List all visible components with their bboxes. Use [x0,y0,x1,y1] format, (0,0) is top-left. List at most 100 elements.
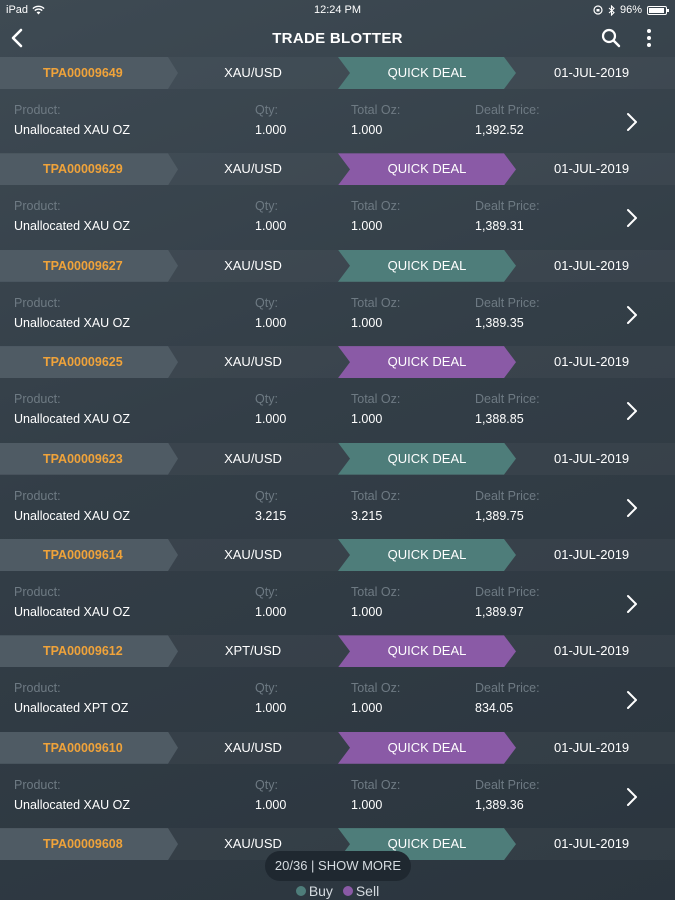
qty-label: Qty: [255,777,278,792]
chevron-right-icon[interactable] [624,593,640,615]
trade-detail-row[interactable]: Product: Unallocated XAU OZ Qty: 1.000 T… [0,89,675,153]
qty-field: Qty: 1.000 [255,296,286,330]
trade-id: TPA00009627 [0,249,178,282]
trade-header: TPA00009625 XAU/USD QUICK DEAL 01-JUL-20… [0,346,675,379]
currency-pair: XPT/USD [224,643,282,659]
trade-detail-row[interactable]: Product: Unallocated XAU OZ Qty: 3.215 T… [0,475,675,539]
more-vertical-icon[interactable] [640,27,658,49]
trade-header: TPA00009627 XAU/USD QUICK DEAL 01-JUL-20… [0,249,675,282]
chevron-right-icon[interactable] [624,689,640,711]
trade-card: TPA00009608 XAU/USD QUICK DEAL 01-JUL-20… [0,828,675,861]
trade-detail-row[interactable]: Product: Unallocated XAU OZ Qty: 1.000 T… [0,764,675,828]
product-field: Product: Unallocated XAU OZ [14,392,130,426]
trade-detail-row[interactable]: Product: Unallocated XAU OZ Qty: 1.000 T… [0,571,675,635]
wifi-icon [32,5,45,15]
total-oz-value: 3.215 [351,508,383,523]
chevron-right-icon[interactable] [624,304,640,326]
orientation-lock-icon [593,5,603,15]
trade-date: 01-JUL-2019 [554,546,630,562]
dealt-price-value: 1,392.52 [475,123,524,137]
show-more-button[interactable]: 20/36 | SHOW MORE [265,851,411,881]
total-oz-value: 1.000 [351,123,383,137]
trade-card: TPA00009612 XPT/USD QUICK DEAL 01-JUL-20… [0,635,675,731]
trade-detail-row[interactable]: Product: Unallocated XAU OZ Qty: 1.000 T… [0,282,675,346]
dealt-price-label: Dealt Price: [475,777,540,792]
product-value: Unallocated XAU OZ [14,412,131,427]
product-label: Product: [14,777,61,792]
total-oz-value: 1.000 [351,412,383,427]
bluetooth-icon [608,4,615,16]
trade-card: TPA00009649 XAU/USD QUICK DEAL 01-JUL-20… [0,57,675,153]
total-oz-label: Total Oz: [351,199,401,214]
chevron-right-icon[interactable] [624,400,640,422]
total-oz-field: Total Oz: 1.000 [351,199,400,233]
total-oz-value: 1.000 [351,797,383,812]
trade-date: 01-JUL-2019 [554,257,630,273]
battery-percent: 96% [619,4,642,16]
dealt-price-value: 1,389.75 [475,508,524,523]
currency-pair: XAU/USD [224,161,282,177]
deal-type-badge: QUICK DEAL [338,346,516,379]
qty-value: 1.000 [255,315,287,330]
trade-date: 01-JUL-2019 [554,65,630,80]
trade-detail-row[interactable]: Product: Unallocated XAU OZ Qty: 1.000 T… [0,185,675,249]
product-label: Product: [14,103,61,117]
trade-id: TPA00009625 [0,346,178,379]
product-label: Product: [14,199,61,214]
deal-type-badge: QUICK DEAL [338,635,516,668]
currency-pair: XAU/USD [224,836,282,852]
deal-type-badge: QUICK DEAL [338,538,516,571]
trade-card: TPA00009623 XAU/USD QUICK DEAL 01-JUL-20… [0,442,675,539]
trade-header: TPA00009649 XAU/USD QUICK DEAL 01-JUL-20… [0,57,675,89]
chevron-right-icon[interactable] [624,111,640,133]
trade-list: TPA00009649 XAU/USD QUICK DEAL 01-JUL-20… [0,57,675,861]
chevron-right-icon[interactable] [624,497,640,519]
deal-type-badge: QUICK DEAL [338,57,516,89]
nav-bar: TRADE BLOTTER [0,20,675,56]
currency-pair: XAU/USD [224,65,282,80]
search-icon[interactable] [600,27,622,49]
qty-value: 1.000 [255,412,287,427]
total-oz-label: Total Oz: [351,488,401,503]
trade-id: TPA00009629 [0,153,178,186]
deal-type-badge: QUICK DEAL [338,731,516,764]
total-oz-value: 1.000 [351,604,383,619]
trade-card: TPA00009625 XAU/USD QUICK DEAL 01-JUL-20… [0,346,675,442]
currency-pair: XAU/USD [224,739,282,755]
trade-date: 01-JUL-2019 [554,643,630,659]
trade-header: TPA00009629 XAU/USD QUICK DEAL 01-JUL-20… [0,153,675,186]
dealt-price-value: 1,388.85 [475,412,524,427]
trade-card: TPA00009614 XAU/USD QUICK DEAL 01-JUL-20… [0,538,675,635]
dealt-price-value: 1,389.31 [475,219,524,234]
total-oz-field: Total Oz: 3.215 [351,489,400,523]
currency-pair: XAU/USD [224,450,282,466]
trade-id: TPA00009612 [0,635,178,668]
product-label: Product: [14,295,61,310]
qty-label: Qty: [255,681,278,696]
qty-label: Qty: [255,103,278,117]
total-oz-field: Total Oz: 1.000 [351,681,400,715]
chevron-right-icon[interactable] [624,207,640,229]
qty-value: 1.000 [255,701,287,716]
product-value: Unallocated XAU OZ [14,219,131,234]
dealt-price-label: Dealt Price: [475,392,540,407]
trade-detail-row[interactable]: Product: Unallocated XAU OZ Qty: 1.000 T… [0,378,675,442]
trade-id: TPA00009610 [0,731,178,764]
qty-field: Qty: 1.000 [255,103,286,137]
dealt-price-field: Dealt Price: 1,389.97 [475,585,540,619]
trade-detail-row[interactable]: Product: Unallocated XPT OZ Qty: 1.000 T… [0,667,675,731]
trade-date: 01-JUL-2019 [554,354,630,370]
dealt-price-value: 1,389.36 [475,797,524,812]
status-time: 12:24 PM [313,4,362,16]
trade-card: TPA00009629 XAU/USD QUICK DEAL 01-JUL-20… [0,153,675,249]
trade-header: TPA00009612 XPT/USD QUICK DEAL 01-JUL-20… [0,635,675,668]
status-right: 96% [593,4,669,16]
chevron-right-icon[interactable] [624,786,640,808]
trade-date: 01-JUL-2019 [554,450,630,466]
dealt-price-label: Dealt Price: [475,199,540,214]
dealt-price-field: Dealt Price: 1,389.75 [475,489,540,523]
currency-pair: XAU/USD [224,257,282,273]
back-chevron-icon[interactable] [6,26,30,50]
legend: Buy Sell [0,883,675,899]
product-value: Unallocated XAU OZ [14,315,131,330]
